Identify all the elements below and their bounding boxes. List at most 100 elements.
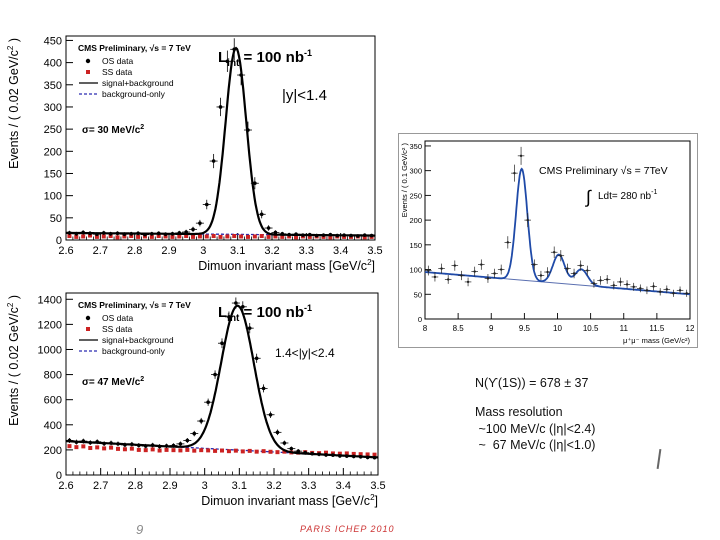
os-data-point xyxy=(116,442,120,446)
data-point xyxy=(486,277,490,280)
ss-data-point xyxy=(225,234,230,239)
resolution-label: σ= 30 MeV/c2 xyxy=(82,124,144,136)
ss-data-point xyxy=(129,446,134,451)
y-tick-label: 800 xyxy=(44,370,62,382)
os-data-point xyxy=(234,301,238,305)
legend-os-marker xyxy=(85,58,91,64)
y-tick-label: 350 xyxy=(409,142,422,151)
os-data-point xyxy=(95,232,99,237)
os-data-point xyxy=(328,232,333,237)
os-data-point xyxy=(275,430,280,435)
os-data-point xyxy=(136,231,140,236)
ss-data-point xyxy=(115,235,120,240)
ss-data-point xyxy=(156,234,161,239)
chart-title: CMS Preliminary, √s = 7 TeV xyxy=(78,43,191,53)
data-point xyxy=(506,241,510,244)
x-tick-label: 9.5 xyxy=(519,324,531,333)
x-tick-label: 12 xyxy=(686,324,695,333)
ss-data-point xyxy=(213,448,218,453)
ss-data-point xyxy=(116,446,120,451)
data-point xyxy=(526,218,529,222)
x-tick-label: 8 xyxy=(423,324,428,333)
data-point xyxy=(566,267,569,270)
legend-os-marker xyxy=(85,315,91,321)
x-tick-label: 2.6 xyxy=(58,480,73,492)
os-data-point xyxy=(261,386,266,391)
legend-ss-marker xyxy=(86,327,90,331)
ss-data-point xyxy=(157,448,162,453)
x-tick-label: 3 xyxy=(200,245,206,257)
os-data-point xyxy=(191,227,195,232)
x-tick-label: 3.3 xyxy=(301,480,316,492)
x-axis-title-close: ] xyxy=(372,259,375,273)
ss-data-point xyxy=(94,234,99,239)
os-data-point xyxy=(282,441,287,445)
data-point xyxy=(539,274,543,277)
x-tick-label: 9 xyxy=(489,324,494,333)
ss-data-point xyxy=(74,234,79,239)
os-data-point xyxy=(88,440,93,445)
y-tick-label: 0 xyxy=(418,315,422,324)
mass-resolution-title: Mass resolution xyxy=(475,405,563,419)
data-point xyxy=(685,292,688,295)
y-tick-label: 50 xyxy=(50,213,62,225)
ss-data-point xyxy=(344,451,349,456)
legend-label: OS data xyxy=(102,56,133,66)
os-data-point xyxy=(109,441,113,445)
legend-label: background-only xyxy=(102,89,166,99)
ss-data-point xyxy=(149,234,154,239)
os-data-point xyxy=(365,455,370,460)
data-point xyxy=(466,280,470,284)
x-tick-label: 3.5 xyxy=(367,245,382,257)
y-axis-title: Events / ( 0.02 GeV/c2 ) xyxy=(6,38,21,169)
luminosity-exponent: -1 xyxy=(304,303,312,313)
os-data-point xyxy=(101,231,106,235)
os-data-point xyxy=(177,231,182,235)
os-data-point xyxy=(74,231,79,236)
luminosity-label: Ldt= 280 nb-1 xyxy=(598,189,657,202)
os-data-point xyxy=(67,438,72,443)
x-tick-label: 3 xyxy=(202,480,208,492)
os-data-point xyxy=(184,230,188,234)
legend-label: SS data xyxy=(102,324,133,334)
data-point xyxy=(572,272,576,275)
os-data-point xyxy=(307,232,312,237)
resolution-label: σ= 47 MeV/c2 xyxy=(82,376,144,388)
y-tick-label: 150 xyxy=(409,241,422,250)
x-axis-title-text: Dimuon invariant mass [GeV/c xyxy=(198,259,367,273)
ss-data-point xyxy=(67,444,72,449)
os-data-point xyxy=(204,202,209,207)
y-tick-label: 400 xyxy=(44,58,62,70)
os-data-point xyxy=(227,315,231,319)
os-data-point xyxy=(150,231,154,236)
ss-data-point xyxy=(81,444,86,449)
x-tick-label: 10 xyxy=(553,324,562,333)
ss-data-point xyxy=(307,234,312,239)
ss-data-point xyxy=(177,234,182,239)
os-data-point xyxy=(129,231,134,236)
legend-label: OS data xyxy=(102,313,133,323)
x-tick-label: 3.4 xyxy=(333,245,348,257)
y-tick-label: 400 xyxy=(44,420,62,432)
os-data-point xyxy=(362,233,367,237)
ss-data-point xyxy=(211,234,216,239)
legend-ss-marker xyxy=(86,70,90,74)
ss-data-point xyxy=(136,234,141,239)
ss-data-point xyxy=(171,448,176,453)
x-tick-label: 8.5 xyxy=(453,324,465,333)
ss-data-point xyxy=(268,449,273,454)
ss-data-point xyxy=(282,449,287,454)
os-data-point xyxy=(259,212,264,217)
os-data-point xyxy=(289,446,294,451)
data-point xyxy=(453,264,457,267)
os-data-point xyxy=(273,230,278,235)
os-data-point xyxy=(287,232,291,237)
x-tick-label: 11 xyxy=(620,324,629,333)
upsilon-chart: 8 8.5 9 9.5 10 10.5 11 11.5 12 0 50 100 150 200 250 300… xyxy=(398,133,698,348)
data-point xyxy=(605,278,609,281)
os-data-point xyxy=(171,443,176,448)
os-data-point xyxy=(247,326,252,330)
x-tick-label: 2.9 xyxy=(162,480,177,492)
ss-data-point xyxy=(362,235,367,240)
ss-data-point xyxy=(206,448,211,453)
